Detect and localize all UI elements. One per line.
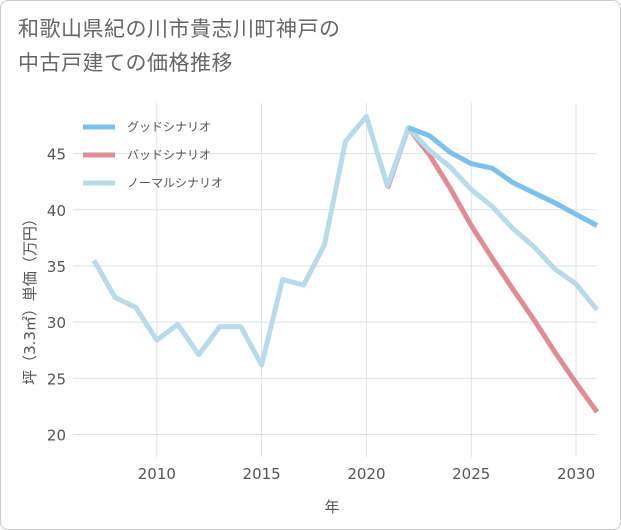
normal-scenario-line bbox=[91, 114, 599, 368]
chart-title-line-2: 中古戸建ての価格推移 bbox=[18, 51, 233, 75]
y-tick-label-40: 40 bbox=[47, 202, 66, 220]
legend-label-normal: ノーマルシナリオ bbox=[127, 176, 223, 190]
y-tick-label-30: 30 bbox=[47, 314, 66, 332]
legend-label-bad: バッドシナリオ bbox=[127, 148, 211, 162]
good-scenario-line bbox=[407, 125, 599, 228]
legend-label-good: グッドシナリオ bbox=[127, 120, 211, 134]
y-tick-label-35: 35 bbox=[47, 258, 66, 276]
y-tick-label-25: 25 bbox=[47, 370, 66, 388]
chart-title-line-1: 和歌山県紀の川市貴志川町神戸の bbox=[18, 17, 341, 41]
x-tick-label-2030: 2030 bbox=[557, 465, 595, 483]
series-layer bbox=[91, 114, 600, 414]
x-tick-label-2015: 2015 bbox=[243, 465, 281, 483]
y-axis-label: 坪（3.3㎡）単価（万円） bbox=[21, 211, 39, 385]
x-tick-label-2020: 2020 bbox=[347, 465, 385, 483]
y-tick-label-45: 45 bbox=[47, 146, 66, 164]
chart-title: 和歌山県紀の川市貴志川町神戸の 中古戸建ての価格推移 bbox=[18, 12, 578, 80]
y-tick-label-20: 20 bbox=[47, 427, 66, 445]
x-tick-label-2010: 2010 bbox=[138, 465, 176, 483]
x-axis-label: 年 bbox=[324, 498, 339, 516]
x-tick-label-2025: 2025 bbox=[452, 465, 490, 483]
